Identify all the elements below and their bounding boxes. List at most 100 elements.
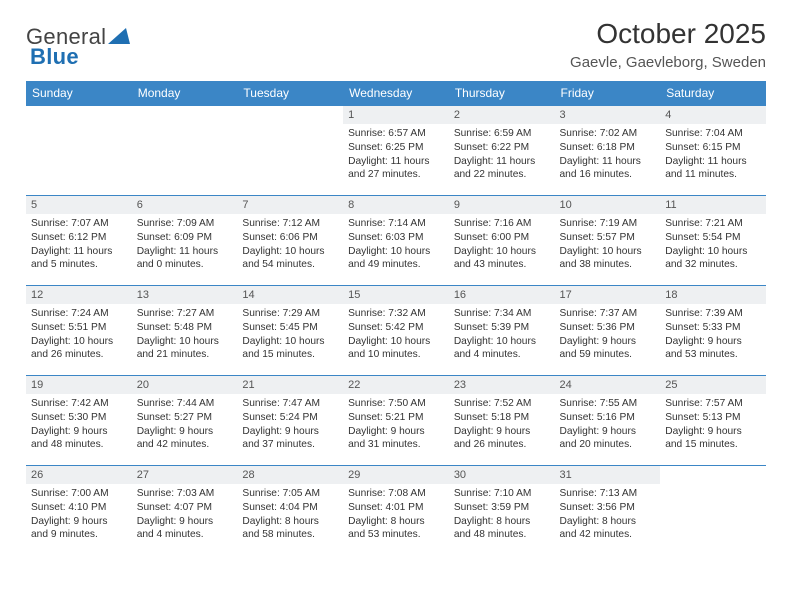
daylight-text: Daylight: 8 hours and 48 minutes.	[454, 515, 550, 543]
sunset-text: Sunset: 5:51 PM	[31, 321, 127, 335]
sunrise-text: Sunrise: 7:21 AM	[665, 217, 761, 231]
sunset-text: Sunset: 5:36 PM	[560, 321, 656, 335]
day-number: 18	[660, 286, 766, 304]
logo-text-b-wrap: Blue	[30, 44, 79, 70]
day-number: 19	[26, 376, 132, 394]
daylight-text: Daylight: 8 hours and 42 minutes.	[560, 515, 656, 543]
daylight-text: Daylight: 10 hours and 43 minutes.	[454, 245, 550, 273]
sunrise-text: Sunrise: 7:00 AM	[31, 487, 127, 501]
sunrise-text: Sunrise: 7:44 AM	[137, 397, 233, 411]
day-header: Friday	[555, 81, 661, 106]
sunset-text: Sunset: 3:56 PM	[560, 501, 656, 515]
sunset-text: Sunset: 5:24 PM	[242, 411, 338, 425]
sunset-text: Sunset: 5:48 PM	[137, 321, 233, 335]
daylight-text: Daylight: 9 hours and 9 minutes.	[31, 515, 127, 543]
calendar-cell: 22Sunrise: 7:50 AMSunset: 5:21 PMDayligh…	[343, 376, 449, 466]
day-body: Sunrise: 7:47 AMSunset: 5:24 PMDaylight:…	[237, 394, 343, 456]
sunrise-text: Sunrise: 7:57 AM	[665, 397, 761, 411]
daylight-text: Daylight: 9 hours and 26 minutes.	[454, 425, 550, 453]
calendar-cell: 28Sunrise: 7:05 AMSunset: 4:04 PMDayligh…	[237, 466, 343, 556]
day-number: 14	[237, 286, 343, 304]
calendar-cell: 15Sunrise: 7:32 AMSunset: 5:42 PMDayligh…	[343, 286, 449, 376]
calendar-row: 1Sunrise: 6:57 AMSunset: 6:25 PMDaylight…	[26, 106, 766, 196]
calendar-table: SundayMondayTuesdayWednesdayThursdayFrid…	[26, 81, 766, 556]
daylight-text: Daylight: 10 hours and 10 minutes.	[348, 335, 444, 363]
day-body: Sunrise: 6:59 AMSunset: 6:22 PMDaylight:…	[449, 124, 555, 186]
sunset-text: Sunset: 5:57 PM	[560, 231, 656, 245]
day-body: Sunrise: 7:44 AMSunset: 5:27 PMDaylight:…	[132, 394, 238, 456]
calendar-cell: 9 Sunrise: 7:16 AMSunset: 6:00 PMDaylight…	[449, 196, 555, 286]
daylight-text: Daylight: 10 hours and 26 minutes.	[31, 335, 127, 363]
day-number: 20	[132, 376, 238, 394]
sunset-text: Sunset: 5:30 PM	[31, 411, 127, 425]
sunrise-text: Sunrise: 7:08 AM	[348, 487, 444, 501]
calendar-cell: 13Sunrise: 7:27 AMSunset: 5:48 PMDayligh…	[132, 286, 238, 376]
daylight-text: Daylight: 10 hours and 32 minutes.	[665, 245, 761, 273]
day-number: 24	[555, 376, 661, 394]
sunset-text: Sunset: 6:22 PM	[454, 141, 550, 155]
calendar-cell: 30Sunrise: 7:10 AMSunset: 3:59 PMDayligh…	[449, 466, 555, 556]
calendar-body: 1Sunrise: 6:57 AMSunset: 6:25 PMDaylight…	[26, 106, 766, 556]
sunset-text: Sunset: 6:00 PM	[454, 231, 550, 245]
calendar-cell: 12Sunrise: 7:24 AMSunset: 5:51 PMDayligh…	[26, 286, 132, 376]
sunset-text: Sunset: 6:18 PM	[560, 141, 656, 155]
sunrise-text: Sunrise: 7:55 AM	[560, 397, 656, 411]
day-number: 30	[449, 466, 555, 484]
sunset-text: Sunset: 5:27 PM	[137, 411, 233, 425]
day-body: Sunrise: 7:12 AMSunset: 6:06 PMDaylight:…	[237, 214, 343, 276]
daylight-text: Daylight: 10 hours and 49 minutes.	[348, 245, 444, 273]
daylight-text: Daylight: 9 hours and 4 minutes.	[137, 515, 233, 543]
sunrise-text: Sunrise: 7:37 AM	[560, 307, 656, 321]
sunset-text: Sunset: 5:21 PM	[348, 411, 444, 425]
daylight-text: Daylight: 11 hours and 16 minutes.	[560, 155, 656, 183]
day-number: 15	[343, 286, 449, 304]
sunrise-text: Sunrise: 7:24 AM	[31, 307, 127, 321]
day-header: Sunday	[26, 81, 132, 106]
sunrise-text: Sunrise: 6:59 AM	[454, 127, 550, 141]
daylight-text: Daylight: 9 hours and 20 minutes.	[560, 425, 656, 453]
sunrise-text: Sunrise: 7:14 AM	[348, 217, 444, 231]
month-title: October 2025	[570, 18, 766, 50]
sunset-text: Sunset: 5:16 PM	[560, 411, 656, 425]
sunrise-text: Sunrise: 7:04 AM	[665, 127, 761, 141]
day-body: Sunrise: 7:34 AMSunset: 5:39 PMDaylight:…	[449, 304, 555, 366]
logo-triangle-icon	[108, 26, 130, 49]
sunset-text: Sunset: 5:33 PM	[665, 321, 761, 335]
sunrise-text: Sunrise: 7:52 AM	[454, 397, 550, 411]
day-body: Sunrise: 7:08 AMSunset: 4:01 PMDaylight:…	[343, 484, 449, 546]
calendar-cell: 21Sunrise: 7:47 AMSunset: 5:24 PMDayligh…	[237, 376, 343, 466]
daylight-text: Daylight: 10 hours and 54 minutes.	[242, 245, 338, 273]
daylight-text: Daylight: 11 hours and 27 minutes.	[348, 155, 444, 183]
sunrise-text: Sunrise: 7:16 AM	[454, 217, 550, 231]
daylight-text: Daylight: 10 hours and 4 minutes.	[454, 335, 550, 363]
daylight-text: Daylight: 11 hours and 5 minutes.	[31, 245, 127, 273]
sunset-text: Sunset: 6:06 PM	[242, 231, 338, 245]
calendar-cell	[132, 106, 238, 196]
sunrise-text: Sunrise: 7:07 AM	[31, 217, 127, 231]
calendar-cell	[26, 106, 132, 196]
day-header: Wednesday	[343, 81, 449, 106]
day-body: Sunrise: 7:19 AMSunset: 5:57 PMDaylight:…	[555, 214, 661, 276]
calendar-cell: 1Sunrise: 6:57 AMSunset: 6:25 PMDaylight…	[343, 106, 449, 196]
day-header: Thursday	[449, 81, 555, 106]
day-body: Sunrise: 7:52 AMSunset: 5:18 PMDaylight:…	[449, 394, 555, 456]
daylight-text: Daylight: 11 hours and 11 minutes.	[665, 155, 761, 183]
sunset-text: Sunset: 5:42 PM	[348, 321, 444, 335]
sunrise-text: Sunrise: 7:50 AM	[348, 397, 444, 411]
sunset-text: Sunset: 6:25 PM	[348, 141, 444, 155]
sunset-text: Sunset: 5:13 PM	[665, 411, 761, 425]
day-number: 13	[132, 286, 238, 304]
day-body: Sunrise: 7:00 AMSunset: 4:10 PMDaylight:…	[26, 484, 132, 546]
daylight-text: Daylight: 11 hours and 0 minutes.	[137, 245, 233, 273]
day-number: 16	[449, 286, 555, 304]
day-body: Sunrise: 7:32 AMSunset: 5:42 PMDaylight:…	[343, 304, 449, 366]
sunrise-text: Sunrise: 7:39 AM	[665, 307, 761, 321]
calendar-cell: 24 Sunrise: 7:55 AMSunset: 5:16 PMDayligh…	[555, 376, 661, 466]
sunrise-text: Sunrise: 7:47 AM	[242, 397, 338, 411]
day-number: 9	[449, 196, 555, 214]
calendar-head: SundayMondayTuesdayWednesdayThursdayFrid…	[26, 81, 766, 106]
day-body: Sunrise: 7:05 AMSunset: 4:04 PMDaylight:…	[237, 484, 343, 546]
calendar-cell: 25Sunrise: 7:57 AMSunset: 5:13 PMDayligh…	[660, 376, 766, 466]
day-body: Sunrise: 7:13 AMSunset: 3:56 PMDaylight:…	[555, 484, 661, 546]
header: General October 2025 Gaevle, Gaevleborg,…	[26, 18, 766, 71]
